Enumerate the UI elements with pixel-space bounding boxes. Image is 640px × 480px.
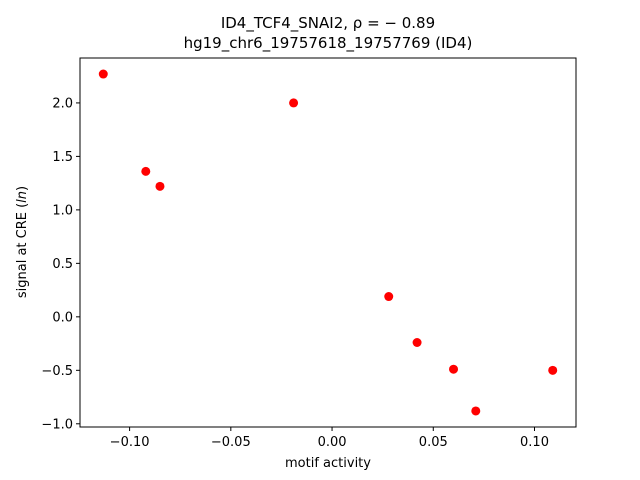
x-tick-label: −0.10 bbox=[110, 435, 150, 450]
data-point bbox=[471, 406, 481, 416]
x-tick-label: 0.10 bbox=[520, 435, 549, 450]
data-point bbox=[98, 69, 108, 79]
data-point bbox=[449, 364, 459, 374]
y-tick-label: 2.0 bbox=[52, 96, 73, 111]
y-tick-label: 0.5 bbox=[52, 257, 73, 272]
data-point bbox=[384, 292, 394, 302]
x-tick-label: −0.05 bbox=[211, 435, 251, 450]
y-tick-label: 0.0 bbox=[52, 310, 73, 325]
data-point bbox=[141, 166, 151, 176]
y-axis-label-suffix: ) bbox=[15, 186, 30, 191]
data-points bbox=[98, 69, 558, 416]
y-tick-label: −1.0 bbox=[41, 417, 73, 432]
y-tick-label: −0.5 bbox=[41, 364, 73, 379]
y-axis-label-prefix: signal at CRE ( bbox=[15, 203, 30, 298]
chart-title: ID4_TCF4_SNAI2, ρ = − 0.89 bbox=[221, 14, 435, 33]
x-tick-label: 0.00 bbox=[318, 435, 347, 450]
y-tick-label: 1.5 bbox=[52, 150, 73, 165]
x-axis-label: motif activity bbox=[285, 456, 371, 471]
data-point bbox=[155, 181, 165, 191]
chart-subtitle: hg19_chr6_19757618_19757769 (ID4) bbox=[184, 34, 473, 53]
y-axis-label: signal at CRE (ln) bbox=[15, 186, 30, 298]
y-tick-label: 1.0 bbox=[52, 203, 73, 218]
data-point bbox=[289, 98, 299, 108]
data-point bbox=[548, 365, 558, 375]
y-axis-label-unit: ln bbox=[15, 191, 30, 203]
plot-frame bbox=[79, 57, 577, 428]
x-tick-label: 0.05 bbox=[419, 435, 448, 450]
axis-ticks: −0.10 −0.05 0.00 0.05 0.10 −1.0 −0.5 0.0 0.5 1.0 1… bbox=[41, 96, 549, 450]
data-point bbox=[412, 338, 422, 348]
